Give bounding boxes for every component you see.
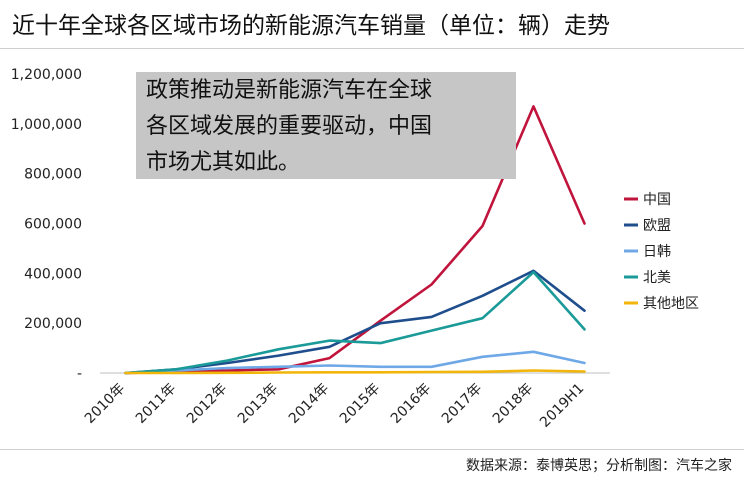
x-tick-label: 2011年 [133, 381, 179, 427]
legend-label: 中国 [643, 192, 671, 208]
callout-line-3: 市场尤其如此。 [146, 150, 300, 175]
y-tick-label: 600,000 [24, 217, 82, 233]
callout-line-2: 各区域发展的重要驱动，中国 [146, 114, 432, 139]
x-tick-label: 2015年 [337, 381, 383, 427]
series-line-北美 [124, 270, 586, 375]
y-tick-label: 1,200,000 [11, 67, 82, 83]
x-tick-label: 2017年 [439, 381, 485, 427]
series-line-欧盟 [124, 269, 586, 375]
series-line-其他地区 [124, 369, 586, 375]
y-tick-label: - [77, 366, 82, 382]
y-tick-label: 400,000 [24, 266, 82, 282]
title-divider [0, 48, 744, 49]
callout-box [136, 72, 516, 179]
x-tick-label: 2010年 [82, 381, 128, 427]
footer-divider [0, 449, 744, 450]
x-tick-label: 2019H1 [537, 381, 587, 431]
x-tick-label: 2018年 [490, 381, 536, 427]
legend-label: 欧盟 [643, 218, 671, 234]
x-tick-label: 2013年 [235, 381, 281, 427]
callout-line-1: 政策推动是新能源汽车在全球 [146, 78, 432, 103]
legend-label: 北美 [643, 270, 671, 286]
x-tick-label: 2012年 [184, 381, 230, 427]
callout: 政策推动是新能源汽车在全球 各区域发展的重要驱动，中国 市场尤其如此。 [136, 72, 516, 179]
y-tick-label: 800,000 [24, 167, 82, 183]
x-tick-label: 2016年 [388, 381, 434, 427]
x-tick-label: 2014年 [286, 381, 332, 427]
series-line-日韩 [124, 350, 586, 375]
legend-label: 日韩 [643, 244, 671, 260]
y-tick-label: 200,000 [24, 316, 82, 332]
y-tick-label: 1,000,000 [11, 117, 82, 133]
legend-label: 其他地区 [643, 296, 699, 312]
source-note: 数据来源：泰博英思；分析制图：汽车之家 [466, 458, 732, 474]
chart-title: 近十年全球各区域市场的新能源汽车销量（单位：辆）走势 [12, 13, 610, 39]
